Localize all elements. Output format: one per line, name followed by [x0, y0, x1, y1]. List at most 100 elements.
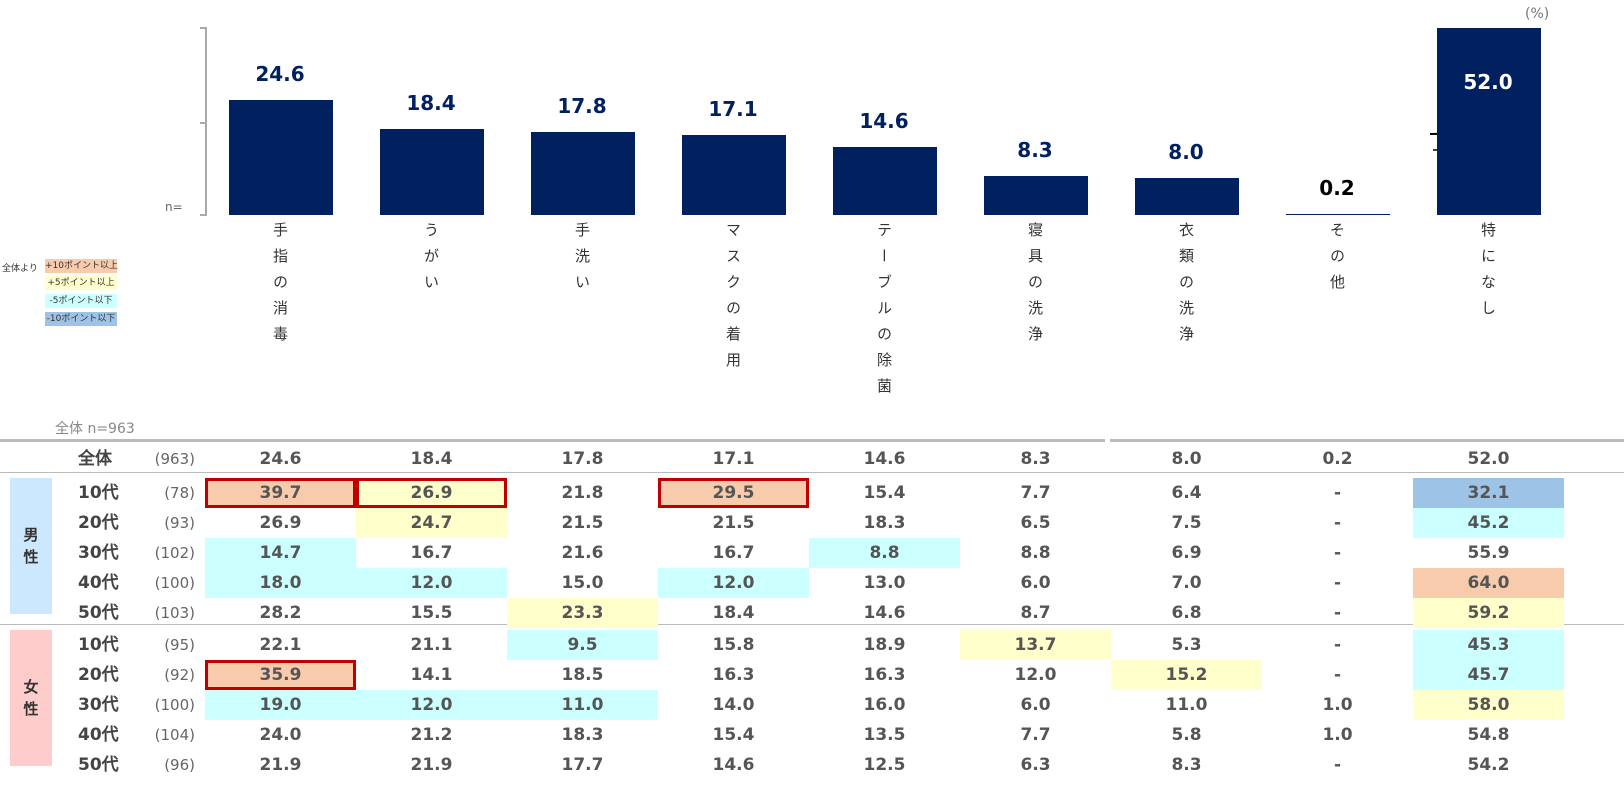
table-cell: 12.0	[658, 568, 809, 598]
table-cell: 16.0	[863, 695, 906, 715]
group-female: 女性	[10, 630, 52, 766]
table-cell: 16.3	[863, 665, 906, 685]
table-cell: 32.1	[1413, 478, 1564, 508]
table-cell: 8.3	[1171, 755, 1202, 775]
table-cell: 26.9	[259, 513, 302, 533]
row-label: 50代	[78, 755, 119, 775]
bar	[682, 134, 786, 215]
table-cell: 14.7	[205, 538, 356, 568]
bar	[531, 131, 635, 215]
table-cell: 6.3	[1020, 755, 1051, 775]
bar-value-label: 52.0	[1463, 70, 1513, 94]
legend-title: 全体より	[2, 264, 38, 274]
row-divider	[0, 472, 1624, 473]
table-cell: 15.5	[410, 603, 453, 623]
table-cell: 58.0	[1413, 690, 1564, 720]
table-cell: 29.5	[658, 478, 809, 508]
bar-value-label: 17.8	[557, 93, 607, 118]
table-cell: 12.5	[863, 755, 906, 775]
category-label: 手洗い	[573, 222, 591, 300]
row-label: 50代	[78, 603, 119, 623]
table-cell: 13.7	[960, 630, 1111, 660]
table-cell: 15.2	[1111, 660, 1262, 690]
row-label: 40代	[78, 725, 119, 745]
table-cell: -	[1333, 573, 1342, 593]
table-cell: 16.7	[410, 543, 453, 563]
row-label: 10代	[78, 483, 119, 503]
category-label: その他	[1328, 222, 1346, 300]
table-cell: 14.0	[712, 695, 755, 715]
legend-item-plus10: +10ポイント以上	[45, 259, 118, 273]
row-n: (78)	[164, 484, 195, 502]
bar	[984, 176, 1088, 215]
bar	[1135, 177, 1239, 215]
table-cell: 9.5	[507, 630, 658, 660]
table-cell: -	[1333, 755, 1342, 775]
table-cell: 5.3	[1171, 635, 1202, 655]
axis-break-category-label: 特になし	[1479, 222, 1497, 326]
table-cell: 11.0	[507, 690, 658, 720]
table-cell: 35.9	[205, 660, 356, 690]
table-top-rule	[0, 439, 1105, 442]
table-cell: 1.0	[1322, 725, 1353, 745]
table-cell: 6.9	[1171, 543, 1202, 563]
category-label: 手指の消毒	[271, 222, 289, 352]
row-label: 全体	[78, 449, 112, 469]
category-label: うがい	[422, 222, 440, 300]
bar	[1437, 28, 1541, 215]
table-cell: -	[1333, 513, 1342, 533]
group-female-label: 女性	[23, 678, 39, 718]
group-divider	[0, 624, 1624, 625]
row-n: (104)	[154, 726, 195, 744]
table-cell: 7.7	[1020, 483, 1051, 503]
row-n: (96)	[164, 756, 195, 774]
table-cell: 6.0	[1020, 695, 1051, 715]
table-cell: 17.1	[712, 449, 755, 469]
row-n: (102)	[154, 544, 195, 562]
bar-value-label: 24.6	[255, 61, 305, 86]
row-n: (100)	[154, 574, 195, 592]
table-cell: 18.3	[863, 513, 906, 533]
n-label: n=	[165, 200, 183, 214]
row-label: 10代	[78, 635, 119, 655]
bar	[380, 128, 484, 215]
table-cell: 19.0	[205, 690, 356, 720]
table-cell: 8.8	[809, 538, 960, 568]
table-cell: 21.6	[561, 543, 604, 563]
table-cell: 17.7	[561, 755, 604, 775]
row-n: (92)	[164, 666, 195, 684]
group-male-label: 男性	[23, 526, 39, 566]
table-cell: -	[1333, 665, 1342, 685]
table-cell: 18.3	[561, 725, 604, 745]
table-cell: 11.0	[1165, 695, 1208, 715]
category-label: マスクの着用	[724, 222, 742, 378]
table-cell: 13.5	[863, 725, 906, 745]
table-cell: 0.2	[1322, 449, 1353, 469]
table-cell: 64.0	[1413, 568, 1564, 598]
table-cell: 8.8	[1020, 543, 1051, 563]
table-cell: 16.3	[712, 665, 755, 685]
legend-item-plus5: +5ポイント以上	[45, 276, 117, 290]
table-cell: 18.4	[712, 603, 755, 623]
table-cell: -	[1333, 483, 1342, 503]
table-cell: 21.9	[259, 755, 302, 775]
table-cell: 12.0	[1014, 665, 1057, 685]
table-cell: 8.3	[1020, 449, 1051, 469]
row-label: 20代	[78, 665, 119, 685]
table-cell: 54.2	[1467, 755, 1510, 775]
table-cell: 26.9	[356, 478, 507, 508]
bar	[229, 99, 333, 215]
row-n: (103)	[154, 604, 195, 622]
table-cell: 24.7	[356, 508, 507, 538]
bar-value-label: 0.2	[1319, 175, 1355, 200]
row-label: 30代	[78, 695, 119, 715]
table-cell: -	[1333, 603, 1342, 623]
table-cell: 12.0	[356, 690, 507, 720]
table-cell: 59.2	[1413, 598, 1564, 628]
table-cell: 24.6	[259, 449, 302, 469]
table-cell: 21.5	[712, 513, 755, 533]
table-cell: 14.6	[863, 449, 906, 469]
table-cell: 6.5	[1020, 513, 1051, 533]
y-axis-bracket	[200, 27, 207, 216]
